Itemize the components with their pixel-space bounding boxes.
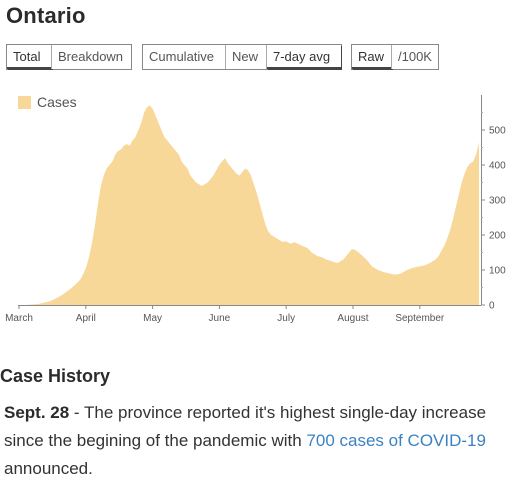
- breakdown-button[interactable]: Breakdown: [52, 45, 131, 69]
- case-history-heading: Case History: [0, 366, 111, 386]
- cumulative-new-avg-toggle: Cumulative New 7-day avg: [142, 44, 342, 70]
- x-tick-label: March: [5, 313, 33, 324]
- case-history-entry: Sept. 28 - The province reported it's hi…: [4, 399, 519, 483]
- per-100k-button[interactable]: /100K: [392, 45, 438, 69]
- covid-cases-link[interactable]: 700 cases of COVID-19: [306, 431, 486, 450]
- cases-area: [20, 105, 479, 305]
- legend-swatch: [18, 95, 31, 109]
- x-tick-label: July: [277, 313, 295, 324]
- cases-chart: March April May June July August September 0 10…: [0, 80, 526, 330]
- x-tick-label: September: [395, 313, 445, 324]
- seven-day-avg-button[interactable]: 7-day avg: [267, 45, 341, 69]
- new-button[interactable]: New: [226, 45, 267, 69]
- raw-per100k-toggle: Raw /100K: [351, 44, 439, 70]
- x-tick-label: August: [337, 313, 368, 324]
- x-tick-label: April: [76, 313, 96, 324]
- history-date: Sept. 28: [4, 403, 70, 422]
- x-axis-ticks: March April May June July August September: [5, 305, 445, 324]
- y-tick-label: 0: [489, 301, 495, 312]
- x-tick-label: May: [143, 313, 162, 324]
- history-text-before: - The province reported it's highest sin…: [4, 403, 487, 450]
- y-tick-label: 100: [489, 266, 506, 277]
- history-text-after: announced.: [4, 459, 93, 478]
- y-tick-label: 200: [489, 231, 506, 242]
- y-tick-label: 500: [489, 126, 506, 137]
- total-breakdown-toggle: Total Breakdown: [6, 44, 132, 70]
- page-title: Ontario: [6, 3, 86, 28]
- total-button[interactable]: Total: [7, 45, 52, 69]
- cumulative-button[interactable]: Cumulative: [143, 45, 226, 69]
- cases-area-chart: March April May June July August September 0 10…: [5, 95, 506, 324]
- y-tick-label: 400: [489, 161, 506, 172]
- y-tick-label: 300: [489, 196, 506, 207]
- x-tick-label: June: [209, 313, 231, 324]
- chart-legend: Cases: [18, 94, 77, 110]
- raw-button[interactable]: Raw: [352, 45, 392, 69]
- legend-label: Cases: [37, 94, 77, 110]
- y-axis-ticks: 0 100 200 300 400 500: [481, 112, 506, 312]
